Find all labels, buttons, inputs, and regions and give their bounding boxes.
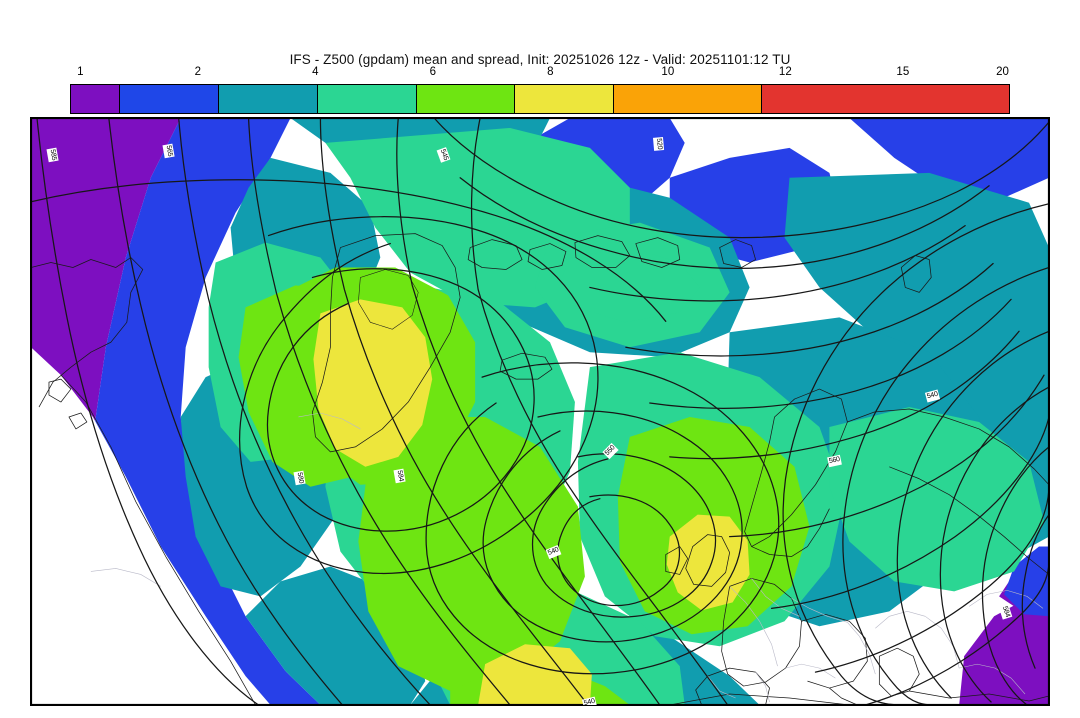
colorbar-tick-1: 1 [77,66,84,78]
contour-lines [31,118,1049,705]
colorbar-segment-1-2[interactable] [71,85,121,113]
colorbar-segment-6-8[interactable] [317,85,417,113]
political-borders [90,412,1044,703]
colorbar-tick-10: 10 [661,66,675,78]
colorbar-segment-12-15[interactable] [614,85,763,113]
colorbar-segments[interactable] [70,84,1010,114]
colorbar-tick-4: 4 [312,66,319,78]
colorbar-tick-6: 6 [429,66,437,78]
map-frame [31,118,1049,705]
colorbar-tick-15: 15 [896,66,910,78]
colorbar-segment-15-20[interactable] [762,85,1009,113]
colorbar-tick-2: 2 [194,66,202,78]
colorbar-tick-labels: 1 2 4 6 8 10 12 15 20 [70,66,1010,82]
colorbar-segment-10-12[interactable] [515,85,615,113]
colorbar-segment-8-10[interactable] [416,85,516,113]
colorbar-segment-2-4[interactable] [120,85,220,113]
colorbar-tick-20: 20 [996,66,1009,78]
colorbar-tick-12: 12 [778,66,792,78]
map-svg [31,118,1049,705]
page-title: IFS - Z500 (gpdam) mean and spread, Init… [289,52,791,67]
shading-band-10-12 [313,299,750,705]
colorbar-tick-8: 8 [547,66,554,78]
colorbar[interactable] [70,84,1010,114]
no-data-region [31,347,271,705]
colorbar-segment-4-6[interactable] [219,85,318,113]
